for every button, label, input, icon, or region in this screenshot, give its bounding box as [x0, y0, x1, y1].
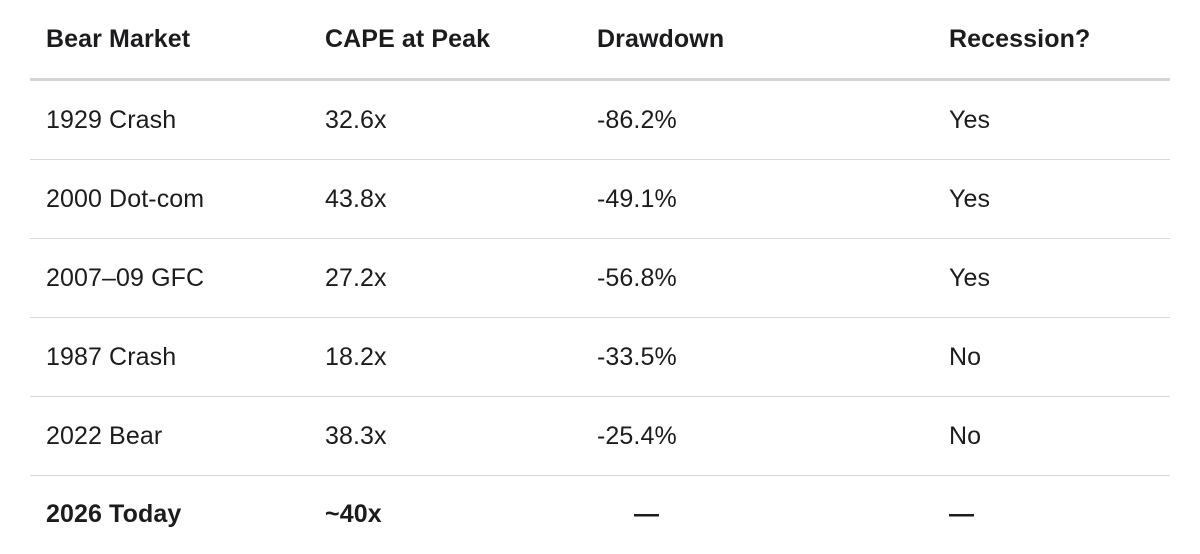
cell-drawdown: -33.5%	[597, 342, 677, 371]
cell-cape-at-peak: 18.2x	[325, 342, 387, 371]
table-row: 1987 Crash 18.2x -33.5% No	[30, 318, 1170, 397]
table-row: 2000 Dot-com 43.8x -49.1% Yes	[30, 160, 1170, 239]
cell-drawdown: -49.1%	[597, 184, 677, 213]
bear-market-table: Bear Market CAPE at Peak Drawdown Recess…	[30, 0, 1170, 552]
cell-drawdown: -25.4%	[597, 421, 677, 450]
column-header-bear-market: Bear Market	[46, 24, 191, 53]
cell-recession: Yes	[949, 263, 991, 292]
cell-recession: No	[949, 421, 982, 450]
cell-cape-at-peak: 32.6x	[325, 105, 387, 134]
cell-cape-at-peak: 38.3x	[325, 421, 387, 450]
cell-bear-market: 2007–09 GFC	[46, 263, 205, 292]
cell-cape-at-peak: 27.2x	[325, 263, 387, 292]
table-row: 2007–09 GFC 27.2x -56.8% Yes	[30, 239, 1170, 318]
column-header-cape-at-peak: CAPE at Peak	[325, 24, 491, 53]
table-row-highlight: 2026 Today ~40x — —	[30, 476, 1170, 552]
cell-drawdown: -86.2%	[597, 105, 677, 134]
cell-bear-market: 2026 Today	[46, 499, 182, 528]
cell-bear-market: 1987 Crash	[46, 342, 177, 371]
table-header-row: Bear Market CAPE at Peak Drawdown Recess…	[30, 0, 1170, 81]
cell-recession: Yes	[949, 184, 991, 213]
table-row: 1929 Crash 32.6x -86.2% Yes	[30, 81, 1170, 160]
cell-recession: —	[949, 499, 975, 528]
cell-cape-at-peak: 43.8x	[325, 184, 387, 213]
cell-drawdown: —	[634, 499, 660, 528]
cell-bear-market: 2000 Dot-com	[46, 184, 205, 213]
cell-drawdown: -56.8%	[597, 263, 677, 292]
cell-cape-at-peak: ~40x	[325, 499, 382, 528]
cell-bear-market: 1929 Crash	[46, 105, 177, 134]
table-row: 2022 Bear 38.3x -25.4% No	[30, 397, 1170, 476]
cell-recession: No	[949, 342, 982, 371]
column-header-drawdown: Drawdown	[597, 24, 725, 53]
column-header-recession: Recession?	[949, 24, 1091, 53]
cell-recession: Yes	[949, 105, 991, 134]
cell-bear-market: 2022 Bear	[46, 421, 163, 450]
